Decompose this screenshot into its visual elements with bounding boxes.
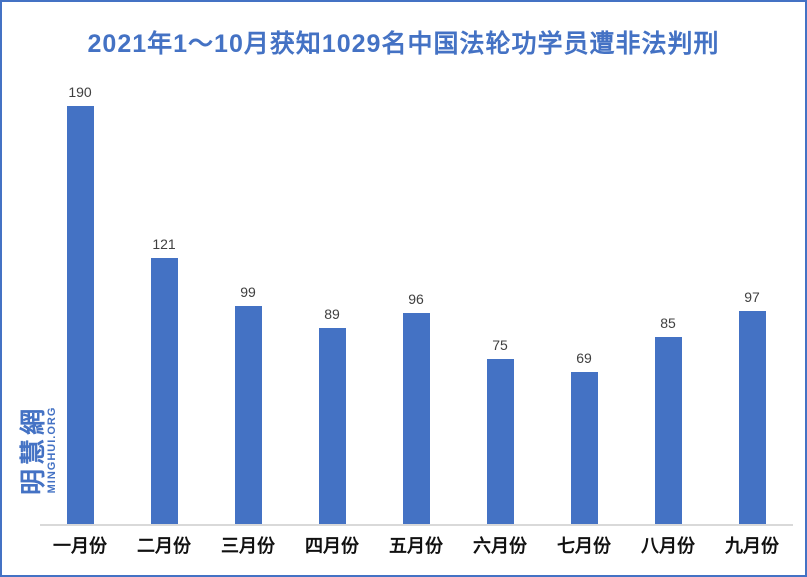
bar-value-label: 75	[492, 337, 508, 353]
bar	[234, 306, 262, 524]
bar	[654, 337, 682, 524]
x-axis-label: 五月份	[389, 536, 443, 556]
bar	[402, 313, 430, 524]
bar-value-label: 69	[576, 350, 592, 366]
x-axis-label: 六月份	[473, 536, 527, 556]
x-axis-label: 八月份	[641, 536, 695, 556]
bar-value-label: 121	[152, 236, 176, 252]
bar-value-label: 99	[240, 284, 256, 300]
x-axis-label: 七月份	[557, 536, 611, 556]
chart-title: 2021年1～10月获知1029名中国法轮功学员遭非法判刑	[87, 30, 720, 58]
bar-value-label: 96	[408, 291, 424, 307]
bar-value-label: 85	[660, 315, 676, 331]
bar	[66, 106, 94, 524]
bar	[318, 328, 346, 524]
bar-value-label: 97	[744, 289, 760, 305]
bar	[738, 311, 766, 524]
bar-value-label: 89	[324, 306, 340, 322]
bar	[570, 372, 598, 524]
x-axis-line	[40, 524, 793, 526]
x-axis-label: 二月份	[137, 536, 191, 556]
bar	[150, 258, 178, 524]
x-axis-label: 九月份	[725, 536, 779, 556]
x-axis-label: 三月份	[221, 536, 275, 556]
bar-value-label: 190	[68, 84, 92, 100]
x-axis-label: 四月份	[305, 536, 359, 556]
x-axis-label: 一月份	[53, 536, 107, 556]
bar	[486, 359, 514, 524]
